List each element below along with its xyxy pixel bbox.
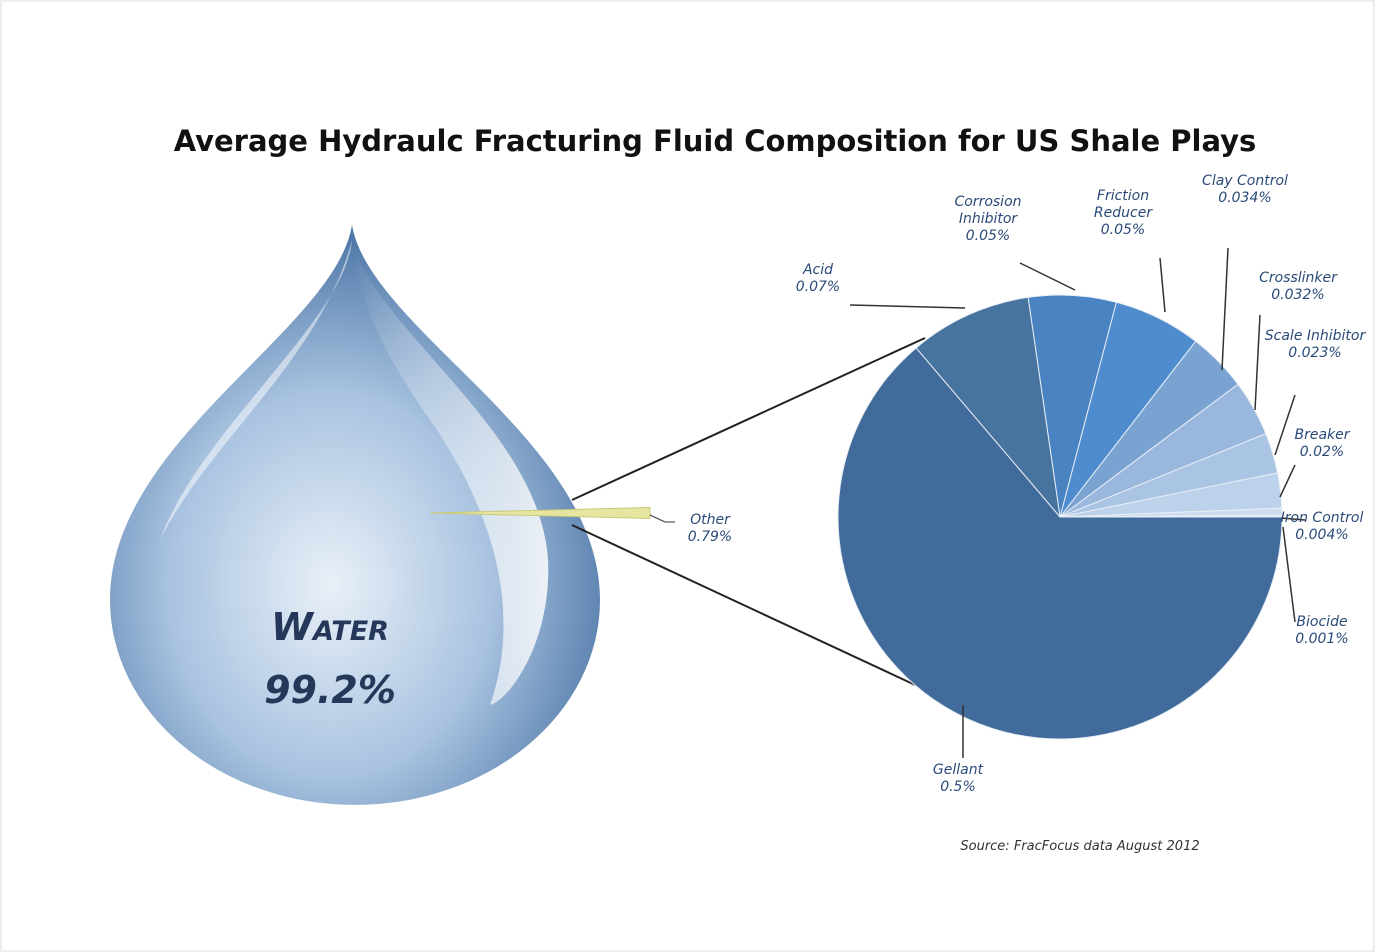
slice-label: Scale Inhibitor 0.023% xyxy=(1260,328,1370,362)
label-text: 0.004% xyxy=(1295,527,1349,543)
label-text: Clay Control xyxy=(1202,173,1288,189)
label-text: Iron Control xyxy=(1280,510,1364,526)
leader-line xyxy=(1279,464,1296,498)
label-text: Other xyxy=(690,512,730,528)
other-wedge xyxy=(429,507,651,519)
slice-label: Acid 0.07% xyxy=(763,262,873,296)
label-text: Biocide xyxy=(1296,614,1348,630)
slice-label: Gellant 0.5% xyxy=(903,762,1013,796)
water-label: Water xyxy=(271,605,389,649)
pie-slice xyxy=(837,347,1283,740)
label-text: 0.05% xyxy=(965,228,1011,244)
leader-line xyxy=(849,304,966,309)
label-text: 0.034% xyxy=(1218,190,1272,206)
label-text: 0.023% xyxy=(1288,345,1342,361)
chart-title: Average Hydraulc Fracturing Fluid Compos… xyxy=(174,124,1257,158)
label-text: 0.79% xyxy=(687,529,733,545)
label-text: Friction Reducer xyxy=(1093,188,1153,221)
label-text: Crosslinker xyxy=(1259,270,1337,286)
label-text: 0.02% xyxy=(1299,444,1345,460)
slice-label: Clay Control 0.034% xyxy=(1190,173,1300,207)
drop-highlight xyxy=(160,240,352,540)
drop-highlight xyxy=(352,240,549,705)
label-text: Breaker xyxy=(1294,427,1350,443)
zoom-line xyxy=(571,337,926,501)
water-value: 99.2% xyxy=(264,668,396,712)
label-text: 0.001% xyxy=(1295,631,1349,647)
slice-label: Breaker 0.02% xyxy=(1267,427,1375,461)
label-text: Corrosion Inhibitor xyxy=(954,194,1022,227)
label-text: 0.5% xyxy=(940,779,976,795)
leader-line xyxy=(1280,517,1306,521)
water-drop xyxy=(110,225,600,805)
leader-line xyxy=(1159,257,1166,313)
label-text: 0.032% xyxy=(1271,287,1325,303)
slice-label: Other 0.79% xyxy=(655,512,765,546)
zoom-line xyxy=(571,524,959,706)
slice-label: Iron Control 0.004% xyxy=(1267,510,1375,544)
leader-line xyxy=(1274,394,1296,456)
leader-line xyxy=(1019,262,1076,291)
leader-line xyxy=(1282,526,1296,623)
label-text: Acid xyxy=(802,262,834,278)
slice-label: Friction Reducer 0.05% xyxy=(1068,188,1178,239)
slice-label: Biocide 0.001% xyxy=(1267,614,1375,648)
leader-line xyxy=(649,514,675,523)
slice-label: Corrosion Inhibitor 0.05% xyxy=(933,194,1043,245)
label-text: Scale Inhibitor xyxy=(1264,328,1366,344)
slice-label: Crosslinker 0.032% xyxy=(1243,270,1353,304)
label-text: 0.05% xyxy=(1100,222,1146,238)
label-text: Gellant xyxy=(932,762,984,778)
label-text: 0.07% xyxy=(795,279,841,295)
leader-line xyxy=(1254,314,1261,411)
leader-line xyxy=(1221,247,1229,371)
source-note: Source: FracFocus data August 2012 xyxy=(960,839,1200,854)
pie-slice xyxy=(915,296,1061,519)
